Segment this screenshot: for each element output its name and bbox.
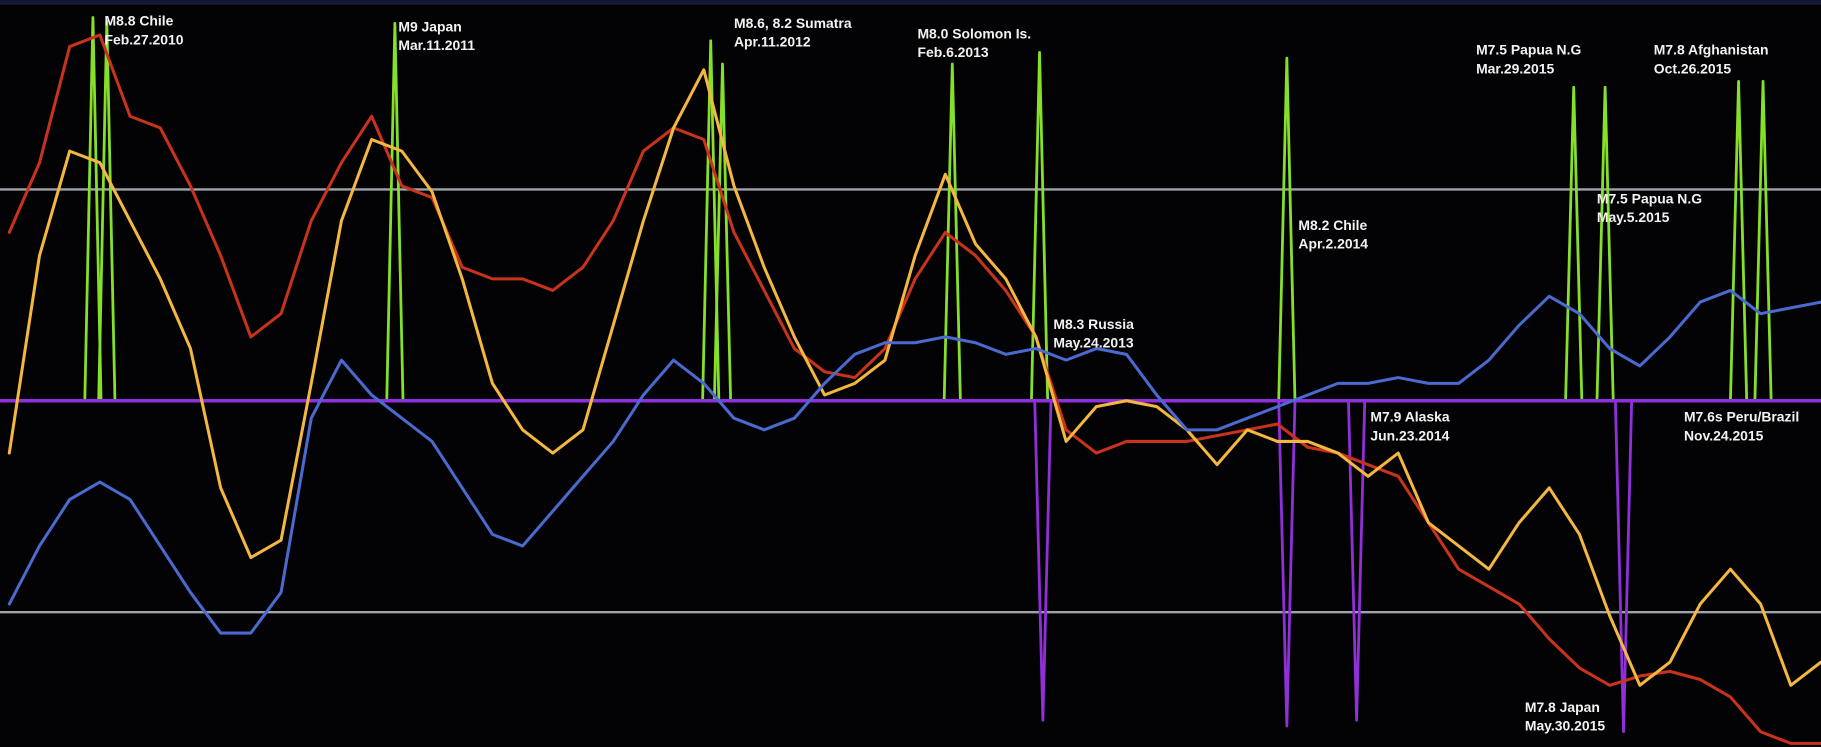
event-spike	[385, 21, 405, 401]
event-spike	[1277, 400, 1297, 728]
annotation-date: May.24.2013	[1053, 334, 1133, 350]
annotation-date: Nov.24.2015	[1684, 427, 1764, 443]
annotation-label: M7.5 Papua N.G	[1597, 190, 1702, 206]
event-spike	[1564, 85, 1584, 401]
series-line	[7, 68, 1821, 687]
annotation-date: Feb.6.2013	[917, 44, 988, 60]
annotation-date: May.5.2015	[1597, 209, 1670, 225]
event-spike	[97, 19, 117, 401]
annotation-label: M8.3 Russia	[1053, 316, 1134, 332]
frame-top	[0, 0, 1821, 5]
event-spike	[83, 16, 103, 401]
annotation-label: M7.8 Afghanistan	[1654, 42, 1769, 58]
annotation-date: Apr.11.2012	[734, 34, 811, 50]
event-spike	[1614, 400, 1634, 734]
annotation-label: M9 Japan	[398, 18, 461, 34]
annotation-date: Mar.11.2011	[398, 37, 475, 53]
annotation-label: M8.8 Chile	[105, 13, 174, 29]
annotation-label: M8.6, 8.2 Sumatra	[734, 15, 852, 31]
annotation-label: M8.2 Chile	[1298, 217, 1367, 233]
series-line	[7, 288, 1821, 635]
annotation-date: Jun.23.2014	[1370, 427, 1449, 443]
annotation-date: May.30.2015	[1525, 718, 1605, 734]
event-spike	[1595, 85, 1615, 401]
series-line	[7, 33, 1821, 745]
annotation-label: M7.9 Alaska	[1370, 409, 1449, 425]
event-spike	[1030, 50, 1050, 401]
event-spike	[1753, 80, 1773, 401]
annotation-label: M7.5 Papua N.G	[1476, 42, 1581, 58]
annotation-date: Apr.2.2014	[1298, 236, 1368, 252]
annotation-label: M7.6s Peru/Brazil	[1684, 409, 1799, 425]
annotation-date: Feb.27.2010	[105, 31, 184, 47]
annotation-date: Mar.29.2015	[1476, 60, 1554, 76]
annotation-label: M7.8 Japan	[1525, 699, 1600, 715]
annotation-date: Oct.26.2015	[1654, 60, 1732, 76]
annotation-label: M8.0 Solomon Is.	[917, 25, 1031, 41]
event-spike	[1347, 400, 1367, 722]
event-spike	[1033, 400, 1053, 722]
event-spike	[942, 62, 962, 401]
event-spike	[1277, 56, 1297, 401]
event-spike	[712, 62, 733, 401]
